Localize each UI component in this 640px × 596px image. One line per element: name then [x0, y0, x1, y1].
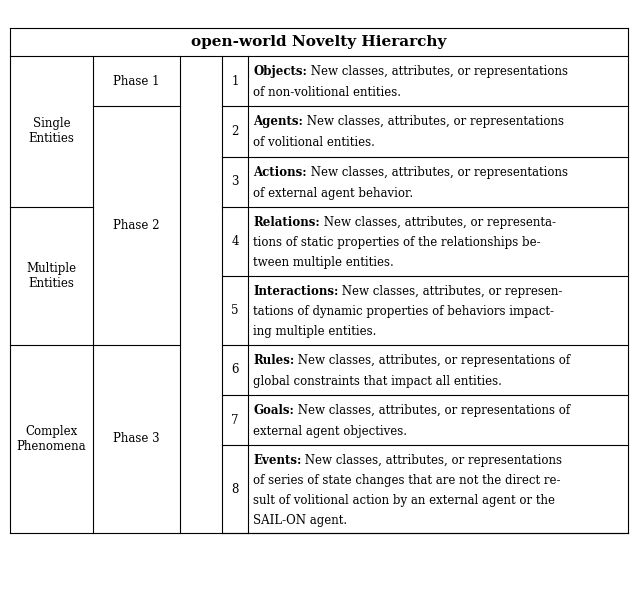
Text: 3: 3 — [231, 175, 239, 188]
Text: 8: 8 — [231, 483, 239, 496]
Text: Phase 2: Phase 2 — [113, 219, 160, 232]
Text: 5: 5 — [231, 304, 239, 317]
Text: 7: 7 — [231, 414, 239, 427]
Text: New classes, attributes, or representa-: New classes, attributes, or representa- — [320, 216, 556, 228]
Text: ing multiple entities.: ing multiple entities. — [253, 325, 376, 338]
Text: Actions:: Actions: — [253, 166, 307, 179]
Text: SAIL-ON agent.: SAIL-ON agent. — [253, 514, 347, 526]
Text: Objects:: Objects: — [253, 65, 307, 78]
Text: 1: 1 — [231, 74, 239, 88]
Text: New classes, attributes, or representations: New classes, attributes, or representati… — [301, 454, 563, 467]
Text: open-world Novelty Hierarchy: open-world Novelty Hierarchy — [191, 35, 447, 49]
Text: external agent objectives.: external agent objectives. — [253, 425, 407, 438]
Text: Relations:: Relations: — [253, 216, 320, 228]
Text: Single
Entities: Single Entities — [29, 117, 74, 145]
Text: Phase 1: Phase 1 — [113, 74, 160, 88]
Text: Multiple
Entities: Multiple Entities — [26, 262, 77, 290]
Text: Phase 3: Phase 3 — [113, 432, 160, 445]
Text: 2: 2 — [231, 125, 239, 138]
Text: Rules:: Rules: — [253, 354, 294, 367]
Text: Agents:: Agents: — [253, 116, 303, 129]
Text: tions of static properties of the relationships be-: tions of static properties of the relati… — [253, 236, 541, 249]
Text: Events:: Events: — [253, 454, 301, 467]
Text: 4: 4 — [231, 235, 239, 248]
Text: tations of dynamic properties of behaviors impact-: tations of dynamic properties of behavio… — [253, 305, 554, 318]
Text: of non-volitional entities.: of non-volitional entities. — [253, 86, 401, 99]
Text: Interactions:: Interactions: — [253, 284, 339, 297]
Text: Goals:: Goals: — [253, 404, 294, 417]
Text: of volitional entities.: of volitional entities. — [253, 136, 375, 150]
Text: sult of volitional action by an external agent or the: sult of volitional action by an external… — [253, 493, 555, 507]
Text: New classes, attributes, or representations: New classes, attributes, or representati… — [307, 166, 568, 179]
Text: global constraints that impact all entities.: global constraints that impact all entit… — [253, 375, 502, 388]
Text: New classes, attributes, or representations: New classes, attributes, or representati… — [303, 116, 564, 129]
Text: New classes, attributes, or representations of: New classes, attributes, or representati… — [294, 404, 570, 417]
Text: of external agent behavior.: of external agent behavior. — [253, 187, 413, 200]
Text: 6: 6 — [231, 364, 239, 377]
Text: tween multiple entities.: tween multiple entities. — [253, 256, 394, 269]
Text: of series of state changes that are not the direct re-: of series of state changes that are not … — [253, 474, 561, 487]
Text: New classes, attributes, or represen-: New classes, attributes, or represen- — [339, 284, 563, 297]
Text: New classes, attributes, or representations of: New classes, attributes, or representati… — [294, 354, 570, 367]
Text: New classes, attributes, or representations: New classes, attributes, or representati… — [307, 65, 568, 78]
Text: Complex
Phenomena: Complex Phenomena — [17, 425, 86, 453]
